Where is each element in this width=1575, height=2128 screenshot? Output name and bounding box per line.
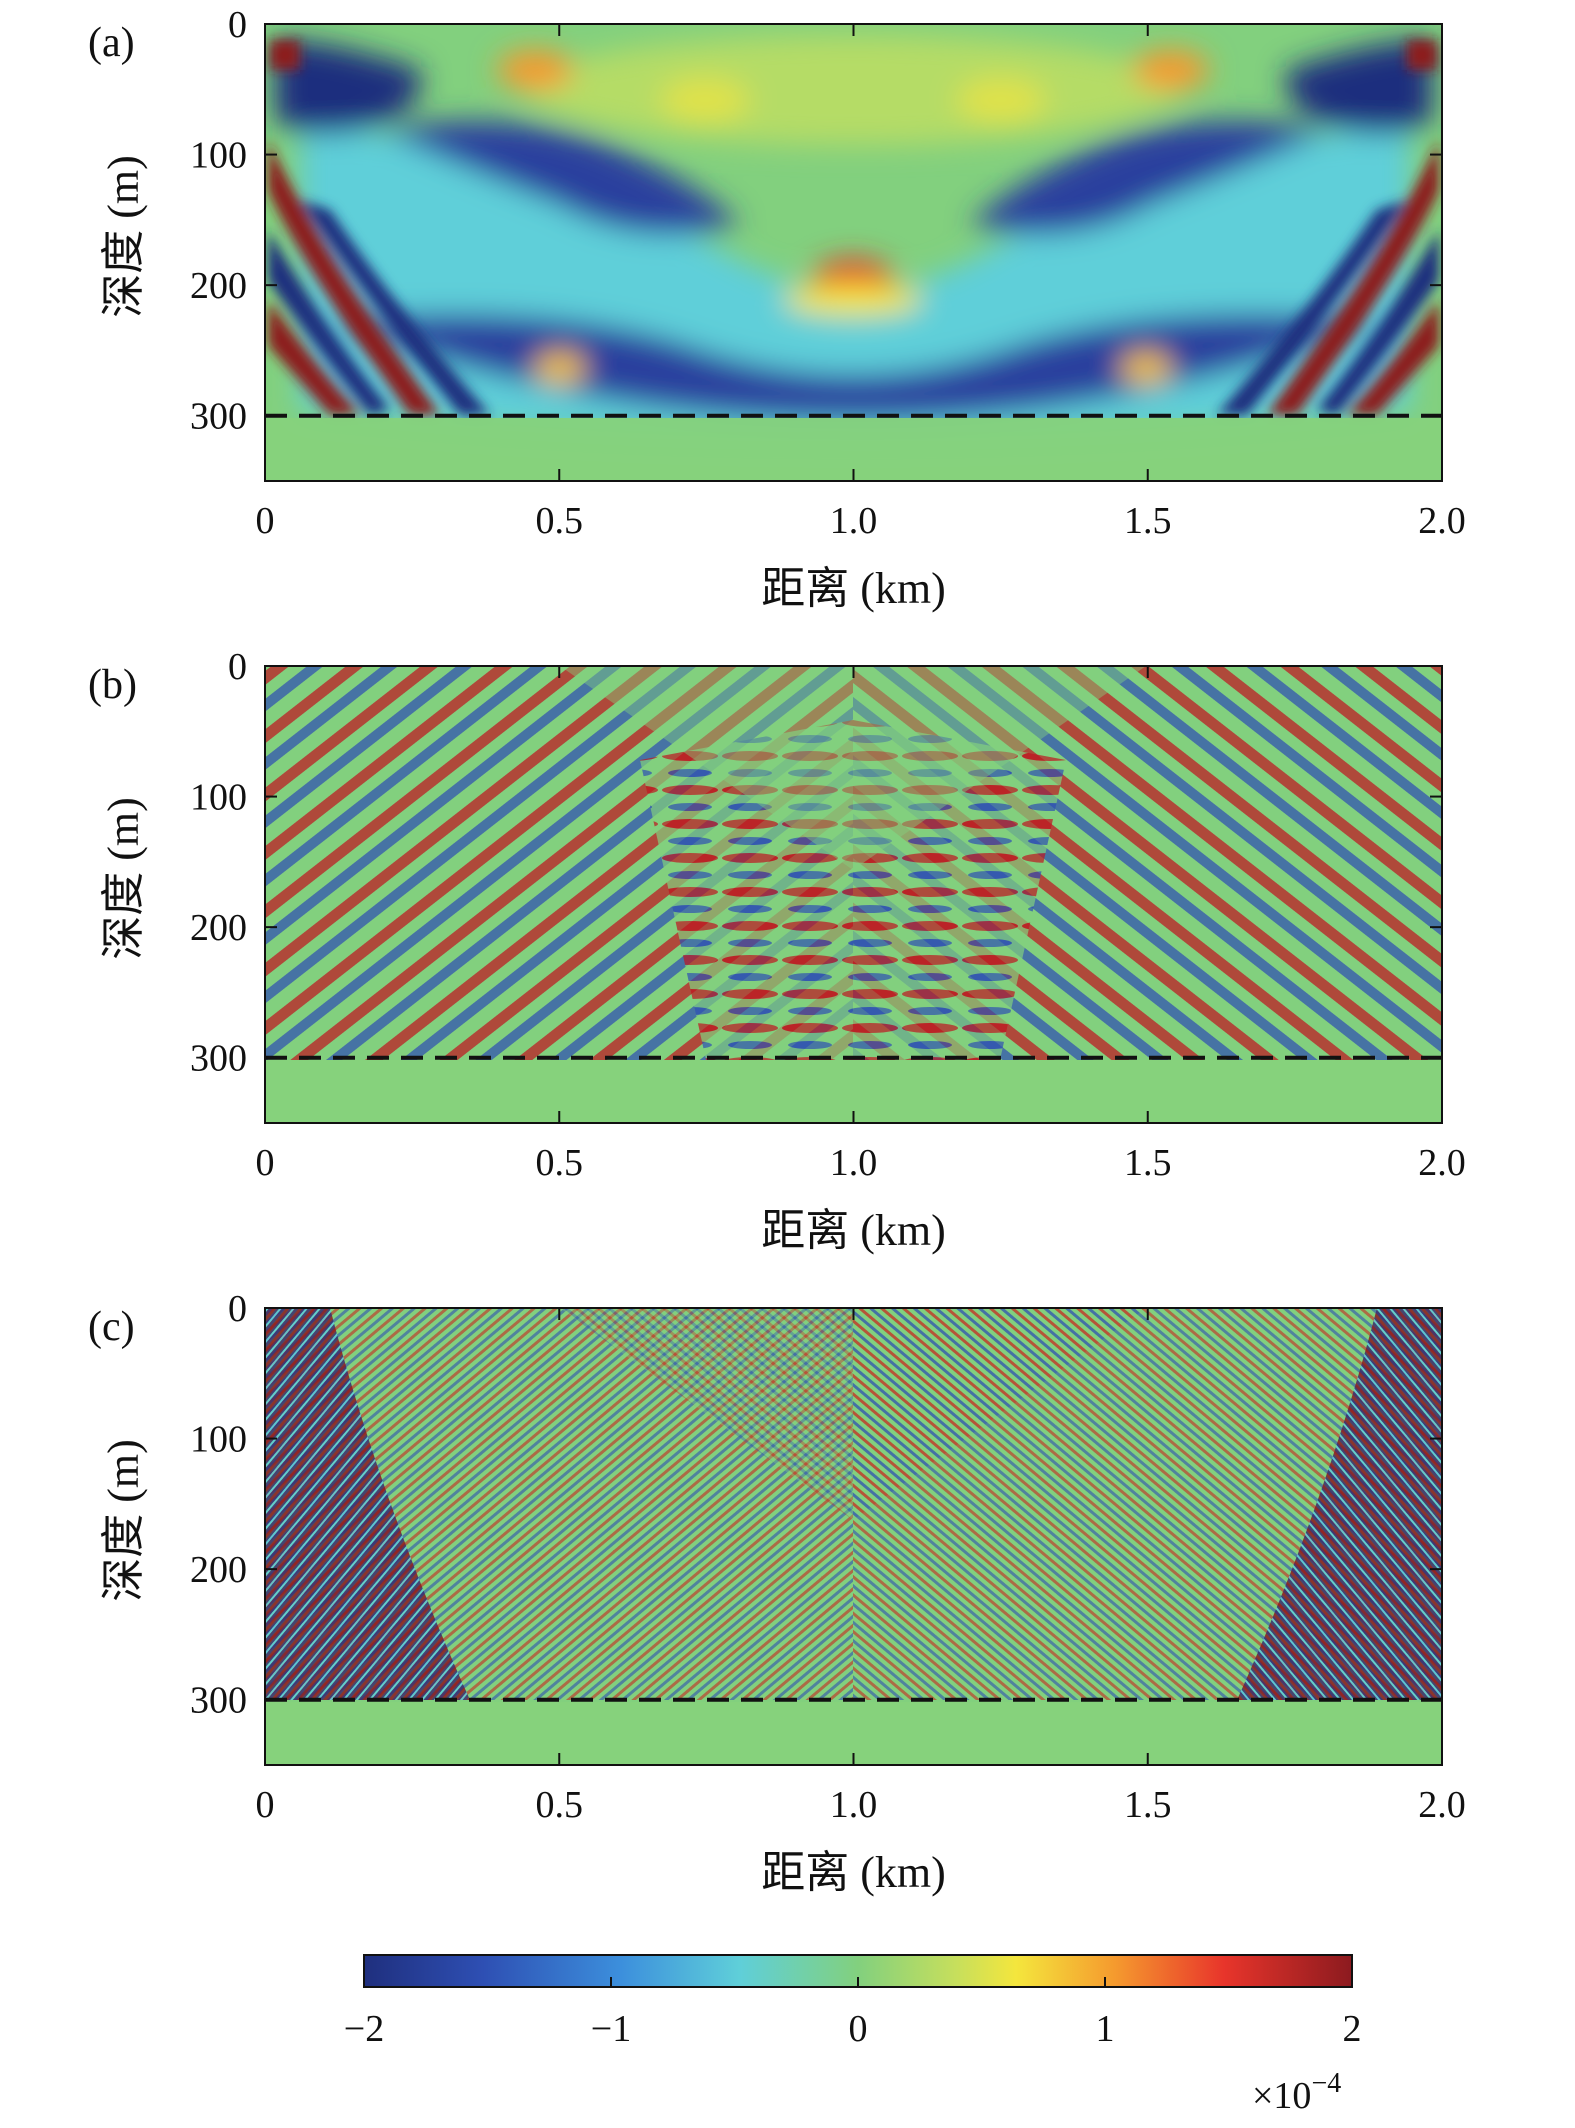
y-tick-label: 100 (190, 135, 247, 177)
x-axis-label: 距离 (km) (761, 564, 946, 613)
colorbar-tick-label: 2 (1343, 2008, 1362, 2050)
x-tick-label: 0.5 (536, 1784, 584, 1826)
y-axis-label: 深度 (m) (99, 797, 148, 960)
panel-b-field (265, 666, 1442, 1123)
y-tick-label: 300 (190, 396, 247, 438)
y-tick-label: 100 (190, 1419, 247, 1461)
y-tick-label: 0 (228, 646, 247, 688)
colorbar-tick-label: 1 (1096, 2008, 1115, 2050)
multiplier-exponent: −4 (1311, 2068, 1341, 2099)
y-tick-label: 300 (190, 1680, 247, 1722)
y-tick-label: 100 (190, 777, 247, 819)
colorbar-tick-label: 0 (849, 2008, 868, 2050)
x-axis-label: 距离 (km) (761, 1206, 946, 1255)
y-tick-label: 0 (228, 4, 247, 46)
x-tick-label: 2.0 (1418, 1142, 1466, 1184)
panel-label: (a) (88, 20, 135, 66)
y-tick-label: 0 (228, 1288, 247, 1330)
x-tick-label: 0.5 (536, 1142, 584, 1184)
panel-a-field (265, 24, 1442, 481)
y-tick-label: 200 (190, 907, 247, 949)
panel-c-axes: 0 0.5 1.0 1.5 2.0 0 100 200 300 (c) 距离 (km) 深度 (m) (88, 1288, 1466, 1897)
x-tick-label: 1.0 (830, 1784, 878, 1826)
x-tick-label: 0.5 (536, 500, 584, 542)
y-tick-label: 300 (190, 1038, 247, 1080)
x-tick-label: 1.0 (830, 1142, 878, 1184)
x-tick-label: 2.0 (1418, 500, 1466, 542)
panel-b-axes: 0 0.5 1.0 1.5 2.0 0 100 200 300 (b) 距离 (km) 深度 (m) (88, 646, 1466, 1255)
x-tick-label: 0 (256, 1784, 275, 1826)
y-axis-label: 深度 (m) (99, 155, 148, 318)
x-tick-label: 1.5 (1124, 500, 1172, 542)
y-tick-label: 200 (190, 265, 247, 307)
panel-c-field (265, 1308, 1442, 1765)
x-tick-label: 1.5 (1124, 1142, 1172, 1184)
panel-label: (c) (88, 1304, 135, 1350)
panel-label: (b) (88, 662, 137, 708)
x-tick-label: 0 (256, 1142, 275, 1184)
y-tick-label: 200 (190, 1549, 247, 1591)
colorbar-tick-label: −1 (591, 2008, 631, 2050)
colorbar-tick-label: −2 (344, 2008, 384, 2050)
multiplier-base: ×10 (1252, 2075, 1311, 2117)
colorbar-multiplier: ×10−4 (1252, 2068, 1341, 2117)
x-tick-label: 1.5 (1124, 1784, 1172, 1826)
x-axis-label: 距离 (km) (761, 1848, 946, 1897)
y-axis-label: 深度 (m) (99, 1439, 148, 1602)
x-tick-label: 0 (256, 500, 275, 542)
x-tick-label: 2.0 (1418, 1784, 1466, 1826)
panel-a-axes: 0 0.5 1.0 1.5 2.0 0 100 200 300 (a) 距离 (km) 深度 (m) (88, 4, 1466, 613)
x-tick-label: 1.0 (830, 500, 878, 542)
